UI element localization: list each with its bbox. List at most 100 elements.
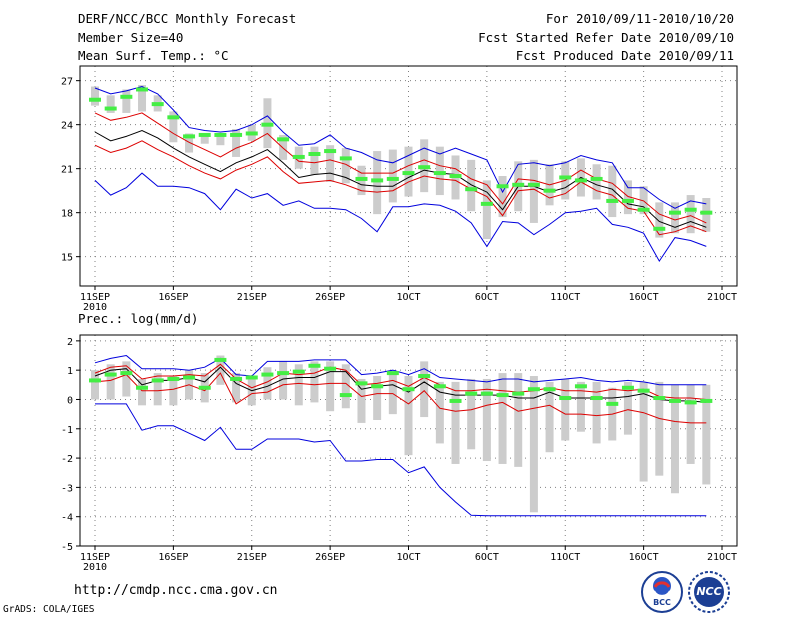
temp-box	[639, 186, 648, 215]
prec-observed-mark	[120, 371, 133, 376]
prec-box	[294, 364, 303, 406]
temp-observed-mark	[355, 176, 368, 181]
temp-line-min	[94, 172, 707, 263]
prec-observed-mark	[527, 387, 540, 392]
temp-observed-mark	[214, 132, 227, 137]
temp-box	[341, 148, 350, 184]
temp-observed-mark	[527, 182, 540, 187]
prec-box	[341, 364, 350, 409]
prec-xtick-label: 11SEP	[80, 552, 110, 563]
prec-box	[702, 384, 711, 485]
prec-box	[326, 361, 335, 412]
temp-box	[435, 146, 444, 196]
temp-box	[686, 195, 695, 234]
prec-box	[169, 376, 178, 406]
prec-box	[310, 361, 319, 403]
prec-observed-mark	[402, 387, 415, 392]
prec-observed-mark	[386, 371, 399, 376]
temp-box	[467, 159, 476, 212]
temp-line-max	[94, 85, 707, 209]
prec-box	[670, 384, 679, 494]
prec-xtick-label: 26SEP	[315, 552, 345, 563]
prec-observed-mark	[496, 393, 509, 398]
temp-observed-mark	[198, 132, 211, 137]
temp-box	[608, 165, 617, 218]
prec-observed-mark	[480, 391, 493, 396]
temp-box	[200, 134, 209, 144]
prec-ytick-label: -4	[61, 513, 73, 524]
prec-observed-mark	[653, 396, 666, 401]
bcc-logo-text: BCC	[653, 598, 671, 607]
temp-ytick-label: 27	[61, 77, 73, 88]
temp-box	[310, 146, 319, 175]
temp-ytick-label: 24	[61, 121, 73, 132]
temp-observed-mark	[386, 176, 399, 181]
prec-observed-mark	[637, 388, 650, 393]
prec-observed-mark	[292, 369, 305, 374]
temp-box	[91, 86, 99, 106]
prec-ytick-label: -3	[61, 483, 73, 494]
prec-observed-mark	[465, 391, 478, 396]
prec-observed-mark	[324, 366, 337, 371]
temp-box	[138, 85, 147, 112]
temp-box	[106, 95, 115, 113]
temp-xtick-label: 11SEP	[80, 292, 110, 303]
prec-box	[451, 381, 460, 464]
prec-observed-mark	[700, 398, 713, 403]
temp-xtick-label: 26SEP	[315, 292, 345, 303]
prec-observed-mark	[449, 398, 462, 403]
prec-box	[263, 367, 272, 400]
temp-xtick-label: 21OCT	[707, 292, 737, 303]
prec-observed-mark	[418, 374, 431, 379]
prec-box	[545, 381, 554, 453]
prec-observed-mark	[261, 372, 274, 377]
ncc-logo: NCC	[686, 570, 732, 614]
prec-year-label: 2010	[83, 562, 107, 573]
temp-observed-mark	[308, 152, 321, 156]
temp-observed-mark	[590, 176, 603, 181]
member-size-label: Member Size=40	[78, 30, 184, 45]
temp-observed-mark	[480, 201, 493, 206]
temp-observed-mark	[621, 198, 634, 203]
temp-box	[529, 159, 538, 223]
temp-observed-mark	[418, 165, 431, 170]
prec-box	[467, 378, 476, 450]
prec-box	[122, 361, 131, 397]
prec-observed-mark	[214, 357, 227, 362]
prec-observed-mark	[339, 393, 352, 398]
temp-observed-mark	[230, 132, 243, 137]
prec-line-mean	[94, 366, 707, 403]
temp-box	[482, 180, 491, 240]
temp-box	[373, 151, 382, 215]
prec-observed-mark	[590, 396, 603, 401]
temp-observed-mark	[151, 102, 164, 107]
temp-line-upper-spread	[94, 112, 707, 224]
prec-box	[482, 378, 491, 462]
prec-line-lower-spread	[94, 372, 707, 424]
prec-ytick-label: -1	[61, 425, 73, 436]
temp-box	[702, 198, 711, 232]
temp-observed-mark	[104, 106, 117, 111]
temp-observed-mark	[512, 182, 525, 187]
prec-box	[153, 373, 162, 406]
prec-observed-mark	[512, 391, 525, 396]
temp-box	[388, 149, 397, 203]
source-url[interactable]: http://cmdp.ncc.cma.gov.cn	[74, 583, 278, 598]
forecast-started-date: Fcst Started Refer Date 2010/09/10	[478, 30, 734, 45]
prec-observed-mark	[574, 384, 587, 389]
precip-panel-title: Prec.: log(mm/d)	[78, 311, 199, 326]
prec-observed-mark	[543, 387, 556, 392]
temp-observed-mark	[496, 184, 509, 189]
chart-title: DERF/NCC/BCC Monthly Forecast	[78, 11, 297, 26]
prec-observed-mark	[606, 401, 619, 406]
prec-xtick-label: 1OCT	[396, 552, 420, 563]
bcc-logo: BCC	[640, 570, 684, 614]
temp-observed-mark	[120, 94, 133, 99]
prec-observed-mark	[151, 378, 164, 383]
temp-observed-mark	[574, 178, 587, 183]
prec-line-min	[95, 403, 707, 517]
prec-box	[216, 355, 225, 385]
prec-ytick-label: -2	[61, 454, 73, 465]
temp-xtick-label: 21SEP	[237, 292, 267, 303]
grads-credit: GrADS: COLA/IGES	[3, 604, 95, 615]
